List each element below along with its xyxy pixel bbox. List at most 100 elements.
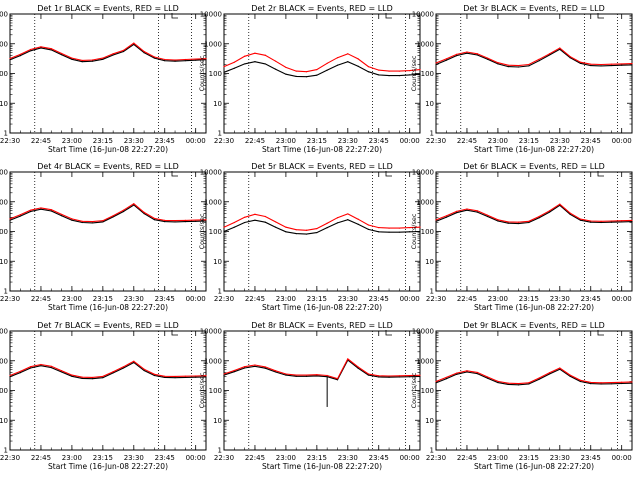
data-point-events [205, 376, 207, 378]
data-point-lld [316, 374, 318, 376]
data-point-events [497, 381, 499, 384]
x-axis-label: Start Time (16-Jun-08 22:27:20) [48, 145, 168, 154]
data-point-events [184, 376, 186, 379]
x-tick-label: 23:00 [488, 137, 508, 145]
x-tick-label: 23:30 [124, 137, 144, 145]
data-point-lld [285, 226, 287, 228]
y-tick-label: 10000 [200, 328, 222, 336]
data-point-events [274, 371, 277, 373]
data-point-lld [112, 53, 114, 55]
series-line-events [223, 359, 421, 381]
data-point-lld [184, 375, 186, 377]
x-tick-label: 23:00 [62, 295, 82, 303]
data-point-lld [153, 373, 156, 375]
data-point-events [456, 373, 458, 375]
data-point-events [548, 54, 551, 56]
data-point-events [367, 71, 370, 73]
data-point-events [122, 50, 125, 53]
y-tick-label: 1000 [0, 40, 8, 48]
data-point-lld [538, 215, 540, 218]
data-point-lld [9, 218, 11, 220]
data-point-events [19, 371, 21, 374]
panel-title: Det 1r BLACK = Events, RED = LLD [37, 4, 179, 13]
data-point-lld [81, 220, 83, 222]
data-point-events [600, 221, 602, 224]
data-point-lld [184, 58, 186, 61]
data-point-lld [476, 53, 478, 55]
x-tick-label: 23:15 [307, 137, 327, 145]
x-tick-label: 22:30 [0, 454, 20, 462]
x-tick-label: 23:30 [124, 454, 144, 462]
data-point-lld [409, 227, 411, 229]
data-point-events [388, 231, 390, 233]
data-point-events [40, 208, 42, 210]
data-point-lld [71, 218, 73, 220]
data-point-lld [60, 370, 63, 372]
data-point-lld [435, 219, 437, 221]
data-point-events [254, 219, 256, 221]
data-point-events [244, 63, 246, 65]
y-tick-label: 10 [425, 417, 434, 425]
data-point-lld [367, 224, 370, 226]
x-axis-label: Start Time (16-Jun-08 22:27:20) [48, 462, 168, 471]
data-point-events [398, 376, 400, 378]
data-point-lld [466, 51, 468, 53]
data-point-events [91, 60, 94, 62]
x-tick-label: 23:45 [581, 454, 601, 462]
x-tick-label: 22:45 [457, 295, 477, 303]
x-axis-label: Start Time (16-Jun-08 22:27:20) [474, 145, 594, 154]
data-point-events [486, 377, 489, 379]
data-point-events [419, 73, 421, 75]
data-point-lld [336, 378, 339, 380]
x-tick-label: 23:30 [550, 137, 570, 145]
data-point-events [295, 232, 297, 235]
data-point-lld [264, 215, 266, 218]
data-point-events [528, 221, 530, 224]
x-tick-label: 23:45 [369, 295, 389, 303]
x-tick-label: 23:45 [369, 454, 389, 462]
panel-title: Det 6r BLACK = Events, RED = LLD [463, 162, 605, 171]
data-point-events [486, 58, 489, 60]
data-point-events [456, 212, 458, 214]
data-point-events [398, 231, 400, 233]
data-point-lld [30, 366, 32, 368]
x-tick-label: 23:45 [369, 137, 389, 145]
corner-mark [597, 171, 604, 177]
data-point-events [195, 376, 197, 378]
data-point-events [164, 221, 166, 223]
data-point-lld [357, 58, 359, 60]
data-point-lld [569, 374, 571, 376]
data-point-events [30, 210, 32, 213]
data-point-events [507, 383, 509, 386]
x-tick-label: 22:30 [0, 295, 20, 303]
x-axis-label: Start Time (16-Jun-08 22:27:20) [262, 303, 382, 312]
data-point-events [631, 64, 633, 66]
data-point-lld [122, 49, 125, 51]
y-tick-label: 100 [0, 387, 8, 395]
data-point-events [517, 222, 520, 225]
data-point-lld [50, 209, 52, 211]
series-line-events [223, 219, 421, 235]
data-point-lld [285, 373, 287, 375]
x-tick-label: 23:00 [62, 137, 82, 145]
x-tick-label: 00:00 [186, 295, 206, 303]
y-tick-label: 10 [425, 258, 434, 266]
data-point-events [419, 375, 421, 378]
panel-det-1: Det 1r BLACK = Events, RED = LLD 1 10 100 10… [0, 4, 207, 154]
data-point-lld [174, 59, 176, 61]
data-point-lld [326, 62, 328, 64]
x-tick-label: 23:45 [581, 295, 601, 303]
series-line-lld [435, 367, 633, 385]
data-point-lld [569, 55, 571, 58]
data-point-lld [435, 62, 437, 64]
data-point-lld [30, 48, 32, 51]
x-axis-label: Start Time (16-Jun-08 22:27:20) [474, 303, 594, 312]
data-point-events [316, 74, 318, 76]
data-point-lld [102, 375, 104, 378]
data-point-lld [9, 374, 11, 377]
data-point-events [50, 49, 52, 51]
data-point-lld [538, 58, 540, 60]
data-point-lld [486, 57, 489, 59]
data-point-events [548, 211, 551, 213]
